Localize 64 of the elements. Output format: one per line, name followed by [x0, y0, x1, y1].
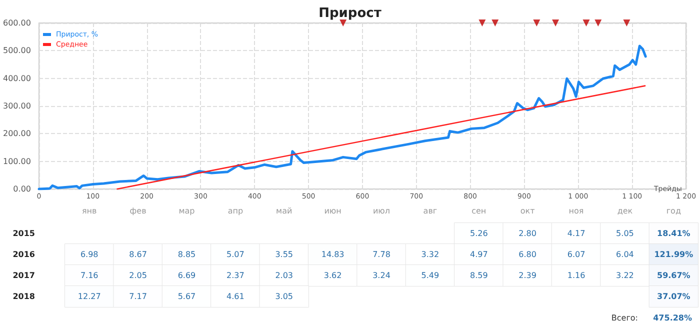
data-label: 6.69	[178, 271, 196, 280]
data-label: 5.05	[616, 229, 634, 238]
data-label: 3.24	[372, 271, 390, 280]
x-tick-label: янв	[82, 206, 98, 216]
data-label: 5.07	[226, 250, 244, 259]
data-label: 2.39	[518, 271, 536, 280]
y-tick-label: 100.00	[2, 156, 31, 166]
data-label: 3.05	[275, 292, 294, 301]
data-label: 6.80	[518, 250, 536, 259]
x-tick-label: дек	[617, 206, 633, 216]
x-tick-label: апр	[228, 206, 244, 216]
y-tick-label: 0.00	[13, 184, 31, 194]
y-tick-label: 2018	[12, 292, 36, 301]
x-tick-label: мар	[178, 206, 195, 216]
x-tick-label: июл	[372, 206, 390, 216]
data-label: 5.67	[178, 292, 196, 301]
x-tick-label: фев	[130, 206, 147, 216]
x-tick-label: сен	[472, 206, 486, 216]
data-label: 1.16	[567, 271, 586, 280]
data-label: 4.17	[567, 229, 586, 238]
y-tick-label: 2017	[12, 271, 35, 280]
y-tick-label: 500.00	[2, 46, 31, 56]
data-label: 3.22	[616, 271, 634, 280]
x-tick-label: авг	[423, 206, 438, 216]
data-label: 6.04	[616, 250, 634, 259]
x-tick-label: май	[276, 206, 292, 216]
data-label: 14.83	[321, 250, 344, 259]
data-label: 8.85	[178, 250, 196, 259]
data-label: 2.03	[275, 271, 294, 280]
data-label: 12.27	[78, 292, 101, 301]
data-label: 37.07%	[656, 292, 690, 301]
y-tick-label: 300.00	[2, 102, 31, 110]
x-tick-label: июн	[324, 206, 342, 216]
data-label: 2.37	[226, 271, 244, 280]
data-label: 3.55	[275, 250, 294, 259]
x-tick-label: окт	[520, 206, 536, 216]
data-label: 4.97	[470, 250, 488, 259]
chart-title: Прирост	[318, 6, 382, 21]
data-label: 6.07	[567, 250, 586, 259]
y-tick-label: 600.00	[2, 18, 31, 28]
data-label: 8.67	[129, 250, 147, 259]
y-tick-label: 2016	[12, 250, 36, 259]
y-tick-label: 2015	[12, 229, 36, 238]
data-label: 18.41%	[656, 229, 690, 238]
text: Всего:	[611, 314, 638, 322]
data-label: 3.62	[324, 271, 342, 280]
data-label: 3.32	[421, 250, 440, 259]
x-tick-label: ноя	[568, 206, 584, 216]
y-tick-label: 200.00	[2, 129, 31, 138]
data-label: 6.98	[80, 250, 98, 259]
data-label: 7.16	[80, 271, 98, 280]
data-label: 5.49	[421, 271, 440, 280]
data-label: 59.67%	[656, 271, 690, 280]
text: 475.28%	[653, 314, 692, 322]
data-label: 4.61	[226, 292, 244, 301]
y-tick-label: 400.00	[2, 74, 31, 83]
data-label: 121.99%	[654, 250, 694, 259]
data-label: 2.05	[129, 271, 147, 280]
data-label: 7.17	[129, 292, 147, 301]
x-tick-label: год	[666, 206, 682, 216]
data-label: 7.78	[372, 250, 390, 259]
data-label: 5.26	[470, 229, 488, 238]
data-label: 2.80	[518, 229, 536, 238]
data-label: 8.59	[470, 271, 488, 280]
